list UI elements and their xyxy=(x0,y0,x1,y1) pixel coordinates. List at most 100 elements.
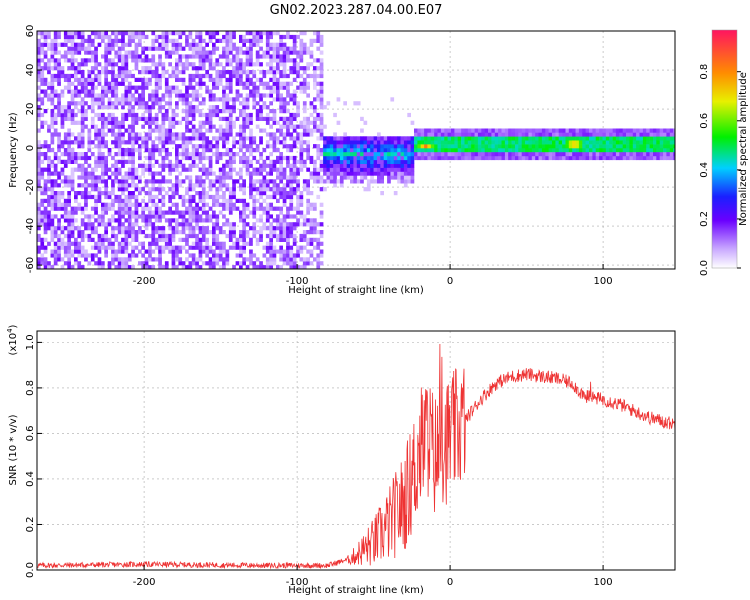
spectrogram-cell xyxy=(313,163,317,168)
spectrogram-cell xyxy=(67,136,71,141)
spectrogram-cell xyxy=(198,112,203,118)
spectrogram-cell xyxy=(104,144,108,149)
spectrogram-cell xyxy=(138,191,142,196)
spectrogram-cell xyxy=(508,140,512,145)
spectrogram-cell xyxy=(242,183,246,188)
spectrogram-cell xyxy=(161,194,166,200)
spectrogram-cell xyxy=(74,136,78,141)
spectrogram-cell xyxy=(239,148,243,153)
spectrogram-cell xyxy=(407,179,411,184)
spectrogram-cell xyxy=(175,46,179,51)
spectrogram-cell xyxy=(232,187,236,192)
spectrogram-cell xyxy=(279,81,283,86)
spectrogram-cell xyxy=(141,163,145,168)
spectrogram-cell xyxy=(185,155,189,161)
spectrogram-cell xyxy=(124,70,129,75)
spectrogram-cell xyxy=(107,34,112,40)
spectrogram-cell xyxy=(242,155,246,161)
spectrogram-cell xyxy=(127,253,132,258)
spectrogram-cell xyxy=(94,124,98,129)
spectrogram-cell xyxy=(131,140,135,145)
spectrogram-cell xyxy=(80,132,85,137)
spectrogram-cell xyxy=(313,206,317,211)
spectrogram-cell xyxy=(262,50,267,55)
spectrogram-cell xyxy=(201,120,206,125)
spectrogram-cell xyxy=(104,31,108,36)
spectrogram-cell xyxy=(531,136,536,141)
spectrogram-cell xyxy=(201,62,206,67)
spectrogram-cell xyxy=(602,128,607,133)
spectrogram-cell xyxy=(60,124,65,129)
spectrogram-y-label: Frequency (Hz) xyxy=(8,112,19,188)
spectrogram-cell xyxy=(350,148,354,153)
spectrogram-cell xyxy=(141,198,145,203)
spectrogram-cell xyxy=(316,148,321,153)
spectrogram-cell xyxy=(302,265,307,269)
spectrogram-cell xyxy=(50,237,55,242)
spectrogram-cell xyxy=(282,46,287,51)
spectrogram-cell xyxy=(440,155,445,161)
spectrogram-cell xyxy=(114,34,119,40)
spectrogram-cell xyxy=(289,81,294,86)
spectrogram-cell xyxy=(101,38,105,43)
spectrogram-cell xyxy=(121,77,125,82)
spectrogram-cell xyxy=(218,210,223,215)
spectrogram-cell xyxy=(299,140,304,145)
spectrogram-cell xyxy=(57,66,61,71)
spectrogram-cell xyxy=(511,144,516,149)
spectrogram-cell xyxy=(188,226,193,231)
spectrogram-cell xyxy=(181,155,186,161)
colorbar-tick-label: 0.8 xyxy=(699,64,710,80)
spectrogram-cell xyxy=(141,46,145,51)
spectrogram-cell xyxy=(491,144,496,149)
spectrogram-cell xyxy=(138,34,142,40)
spectrogram-cell xyxy=(47,187,51,192)
spectrogram-cell xyxy=(292,222,297,227)
spectrogram-cell xyxy=(111,140,115,145)
spectrogram-cell xyxy=(151,210,156,215)
spectrogram-cell xyxy=(464,140,469,145)
spectrogram-cell xyxy=(158,214,162,219)
spectrogram-cell xyxy=(313,109,317,114)
spectrogram-cell xyxy=(114,101,119,106)
spectrogram-cell xyxy=(53,194,58,200)
spectrogram-cell xyxy=(346,144,351,149)
spectrogram-cell xyxy=(212,31,216,36)
spectrogram-cell xyxy=(558,152,563,157)
spectrogram-cell xyxy=(286,183,290,188)
spectrogram-cell xyxy=(282,155,287,161)
spectrogram-cell xyxy=(161,265,166,269)
spectrogram-cell xyxy=(259,46,263,51)
spectrogram-cell xyxy=(80,163,85,168)
spectrogram-cell xyxy=(37,128,41,133)
spectrogram-cell xyxy=(619,136,623,141)
spectrogram-cell xyxy=(289,202,294,207)
spectrogram-cell xyxy=(101,241,105,246)
spectrogram-cell xyxy=(144,218,149,223)
spectrogram-cell xyxy=(377,159,381,164)
spectrogram-cell xyxy=(619,148,623,153)
spectrogram-cell xyxy=(208,58,213,63)
spectrogram-cell xyxy=(390,171,395,176)
spectrogram-cell xyxy=(164,179,169,184)
spectrogram-cell xyxy=(107,245,112,250)
spectrogram-cell xyxy=(319,222,324,227)
spectrogram-cell xyxy=(245,167,250,172)
spectrogram-cell xyxy=(565,144,570,149)
spectrogram-cell xyxy=(47,218,51,223)
spectrogram-cell xyxy=(272,194,277,200)
spectrogram-cell xyxy=(195,148,199,153)
spectrogram-cell xyxy=(222,194,226,200)
spectrogram-cell xyxy=(572,155,576,161)
spectrogram-cell xyxy=(427,155,432,161)
spectrogram-cell xyxy=(117,198,122,203)
spectrogram-cell xyxy=(555,155,560,161)
spectrogram-x-tick-label: 100 xyxy=(594,276,613,287)
spectrogram-cell xyxy=(414,152,418,157)
spectrogram-cell xyxy=(656,148,660,153)
spectrogram-cell xyxy=(191,210,196,215)
spectrogram-cell xyxy=(239,233,243,239)
spectrogram-cell xyxy=(242,34,246,40)
spectrogram-cell xyxy=(427,140,432,145)
spectrogram-cell xyxy=(235,198,240,203)
